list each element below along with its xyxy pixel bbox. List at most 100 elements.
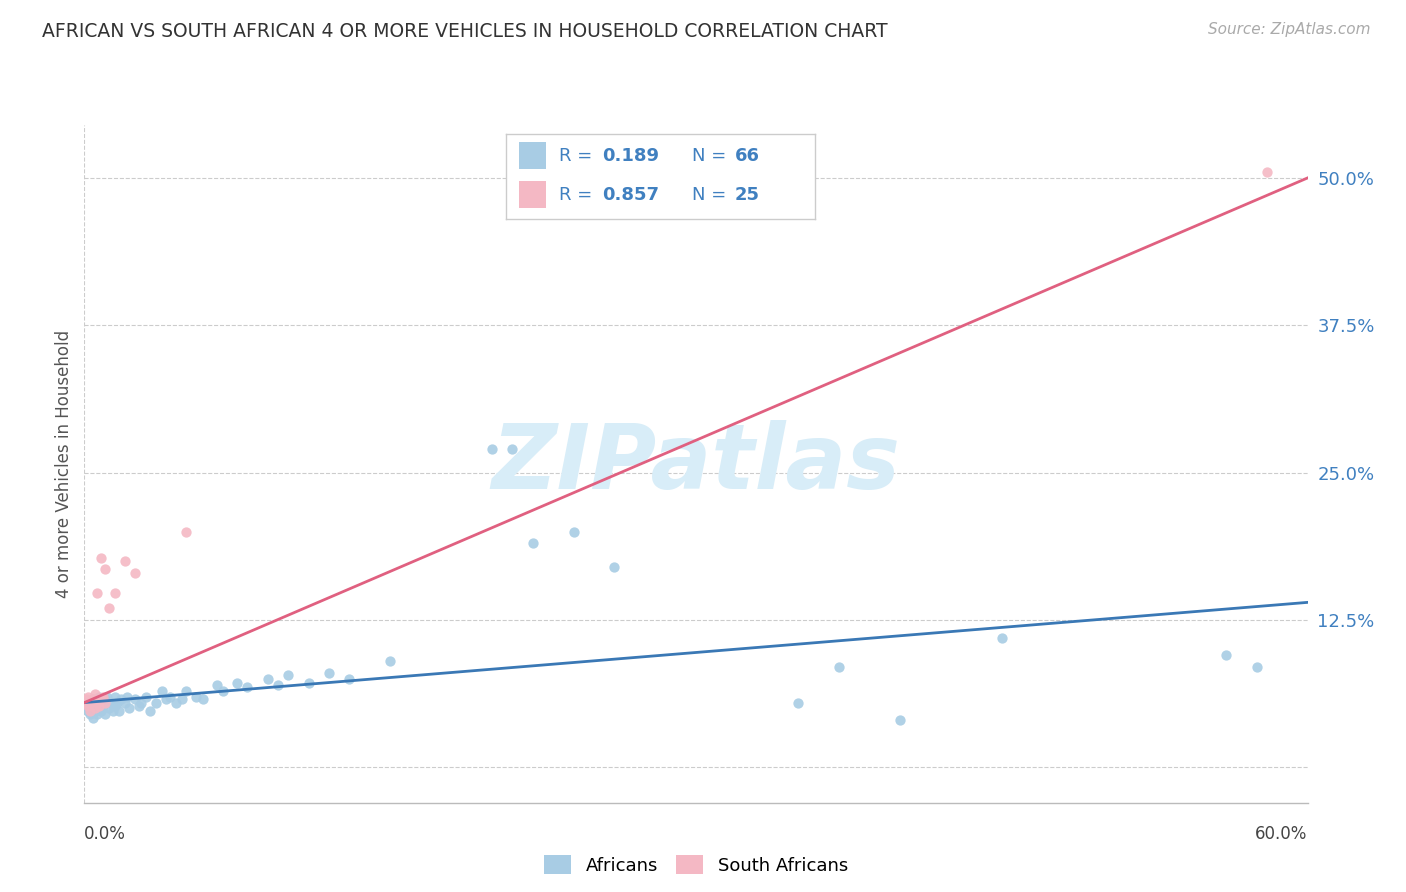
Point [318,666,340,681]
Point [104,586,127,600]
Point [501,442,523,456]
Point [83,704,105,718]
Text: 60.0%: 60.0% [1256,825,1308,843]
Point [93,696,115,710]
Point [96,690,118,704]
Text: N =: N = [692,186,731,203]
Point [86,586,108,600]
Point [991,631,1014,645]
Point [1215,648,1237,663]
Text: AFRICAN VS SOUTH AFRICAN 4 OR MORE VEHICLES IN HOUSEHOLD CORRELATION CHART: AFRICAN VS SOUTH AFRICAN 4 OR MORE VEHIC… [42,22,887,41]
Point [77,704,100,718]
Point [90,550,112,565]
Point [298,675,321,690]
Point [75,692,97,706]
Point [75,696,97,710]
Point [174,524,197,539]
FancyBboxPatch shape [519,181,547,209]
Point [186,690,208,704]
Point [145,696,167,710]
Point [90,704,112,718]
Point [79,699,101,714]
Point [91,699,114,714]
Text: ZIPatlas: ZIPatlas [492,420,900,508]
Point [79,696,101,710]
Point [82,692,104,706]
Point [212,683,235,698]
Y-axis label: 4 or more Vehicles in Household: 4 or more Vehicles in Household [55,330,73,598]
Point [174,683,197,698]
Point [97,601,120,615]
Point [79,707,101,722]
Point [380,654,402,668]
Text: Source: ZipAtlas.com: Source: ZipAtlas.com [1208,22,1371,37]
Text: R =: R = [558,186,598,203]
Point [104,699,127,714]
Point [82,692,104,706]
Point [91,690,114,704]
Point [150,683,173,698]
Text: 0.189: 0.189 [602,147,659,165]
Point [105,696,128,710]
Point [236,680,259,694]
Point [86,699,108,714]
Point [83,701,105,715]
Text: 0.0%: 0.0% [84,825,127,843]
Point [97,701,120,715]
Point [86,696,108,710]
Legend: Africans, South Africans: Africans, South Africans [537,848,855,882]
Point [128,699,150,714]
Point [827,660,849,674]
Point [138,704,160,718]
Point [100,696,122,710]
Point [83,687,105,701]
Point [77,690,100,704]
Point [108,704,131,718]
Point [87,699,110,714]
Point [93,692,115,706]
Point [267,678,290,692]
Text: N =: N = [692,147,731,165]
Point [124,566,146,580]
Point [90,692,112,706]
Point [77,699,100,714]
Point [155,692,177,706]
Point [90,696,112,710]
Point [889,713,911,727]
Point [82,711,104,725]
Point [93,707,115,722]
Point [277,668,299,682]
Point [226,675,249,690]
Point [135,690,157,704]
Text: 25: 25 [735,186,761,203]
Point [159,690,181,704]
Point [172,692,194,706]
Point [115,690,138,704]
Point [77,701,100,715]
Point [205,678,228,692]
Point [93,562,115,576]
Point [339,672,360,686]
Point [603,560,626,574]
Point [86,707,108,722]
Point [114,696,136,710]
Point [1246,660,1268,674]
Point [191,692,214,706]
Point [79,704,101,718]
Point [87,701,110,715]
Point [131,696,153,710]
Point [257,672,280,686]
Point [83,696,105,710]
Point [118,701,141,715]
Point [522,536,544,550]
Point [110,692,132,706]
Point [787,696,810,710]
Point [104,690,127,704]
Point [87,690,110,704]
FancyBboxPatch shape [519,143,547,169]
Point [124,692,146,706]
Text: 0.857: 0.857 [602,186,659,203]
Text: R =: R = [558,147,598,165]
Point [1256,165,1278,179]
Point [481,442,503,456]
